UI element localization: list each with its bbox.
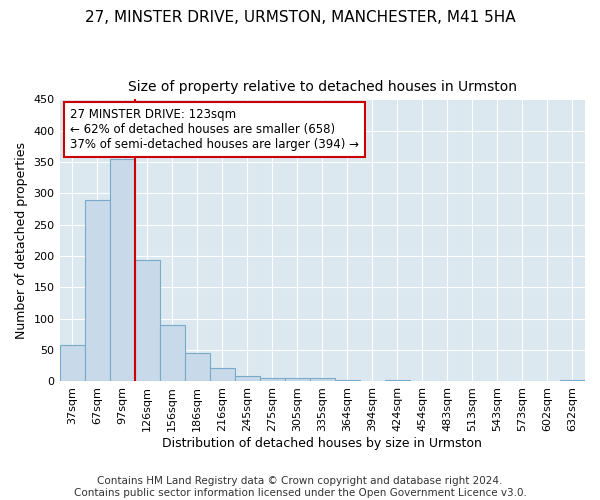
Text: 27 MINSTER DRIVE: 123sqm
← 62% of detached houses are smaller (658)
37% of semi-: 27 MINSTER DRIVE: 123sqm ← 62% of detach… xyxy=(70,108,359,151)
Bar xyxy=(209,368,235,382)
Bar xyxy=(110,159,134,382)
Bar xyxy=(560,380,585,382)
Text: 27, MINSTER DRIVE, URMSTON, MANCHESTER, M41 5HA: 27, MINSTER DRIVE, URMSTON, MANCHESTER, … xyxy=(85,10,515,25)
Bar xyxy=(185,352,209,382)
Bar xyxy=(59,345,85,382)
Bar xyxy=(285,378,310,382)
Bar xyxy=(160,325,185,382)
Y-axis label: Number of detached properties: Number of detached properties xyxy=(15,142,28,339)
Bar xyxy=(134,260,160,382)
Bar xyxy=(260,378,285,382)
Bar xyxy=(310,378,335,382)
Bar xyxy=(385,380,410,382)
Text: Contains HM Land Registry data © Crown copyright and database right 2024.
Contai: Contains HM Land Registry data © Crown c… xyxy=(74,476,526,498)
X-axis label: Distribution of detached houses by size in Urmston: Distribution of detached houses by size … xyxy=(163,437,482,450)
Bar xyxy=(85,200,110,382)
Title: Size of property relative to detached houses in Urmston: Size of property relative to detached ho… xyxy=(128,80,517,94)
Bar xyxy=(235,376,260,382)
Bar xyxy=(335,380,360,382)
